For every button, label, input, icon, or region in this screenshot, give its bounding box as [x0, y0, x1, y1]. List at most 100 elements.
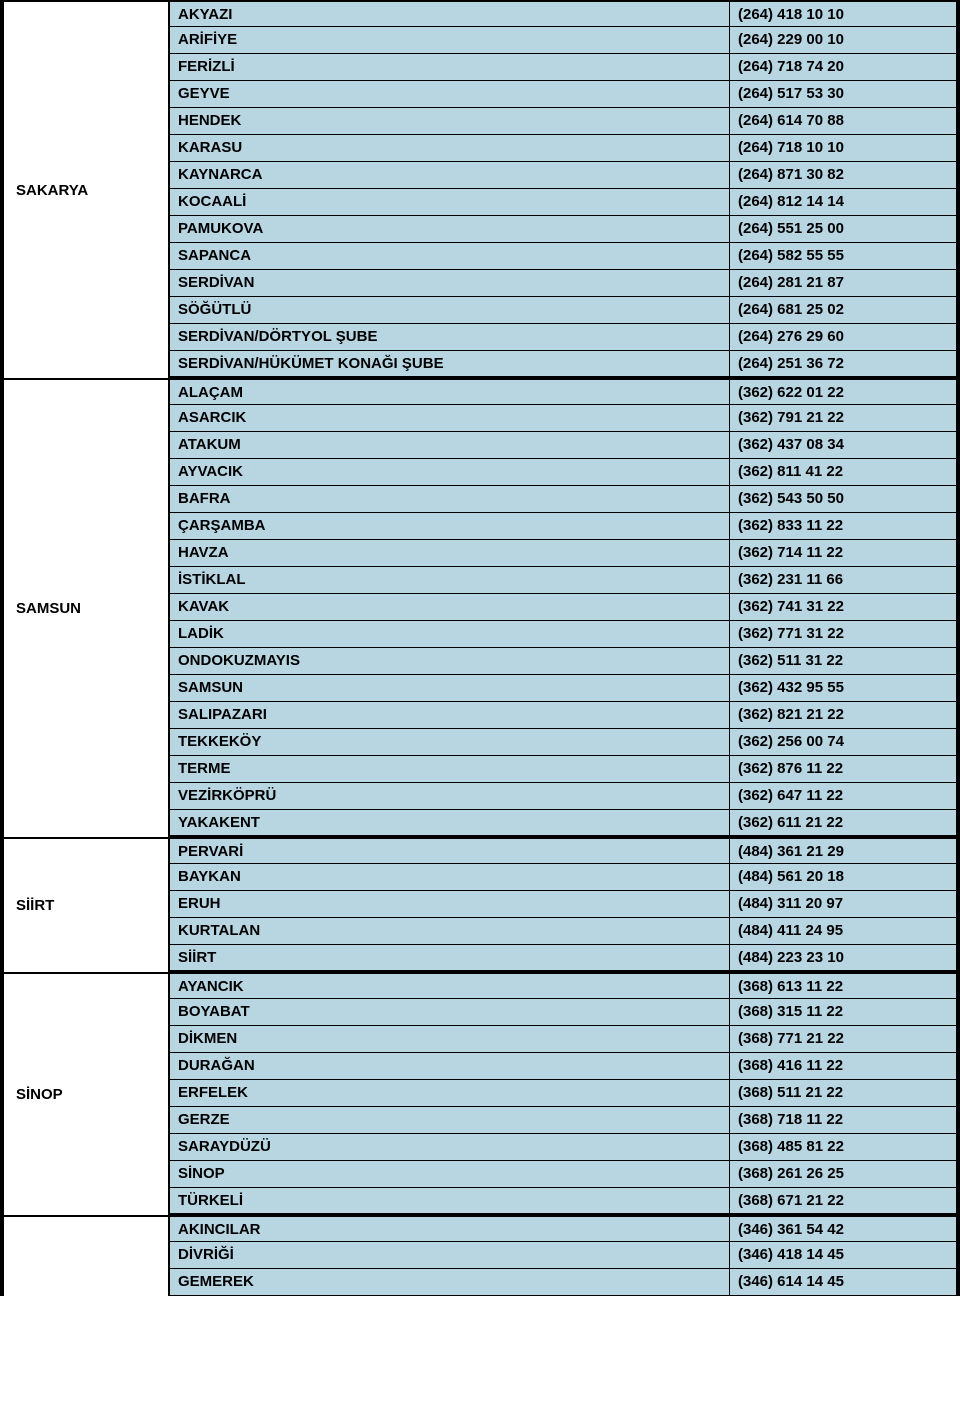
district-rows: ALAÇAM(362) 622 01 22ASARCIK(362) 791 21… — [170, 378, 960, 837]
phone-number: (484) 561 20 18 — [730, 864, 960, 891]
phone-number: (362) 432 95 55 — [730, 675, 960, 702]
district-name: TÜRKELİ — [170, 1188, 730, 1215]
province-group: SAKARYAAKYAZI(264) 418 10 10ARİFİYE(264)… — [0, 0, 960, 378]
district-name: ERUH — [170, 891, 730, 918]
district-name: YAKAKENT — [170, 810, 730, 837]
district-name: ERFELEK — [170, 1080, 730, 1107]
table-row: SERDİVAN/DÖRTYOL ŞUBE(264) 276 29 60 — [170, 324, 960, 351]
province-phone-table: SAKARYAAKYAZI(264) 418 10 10ARİFİYE(264)… — [0, 0, 960, 1296]
phone-number: (368) 613 11 22 — [730, 972, 960, 999]
phone-number: (264) 812 14 14 — [730, 189, 960, 216]
phone-number: (484) 311 20 97 — [730, 891, 960, 918]
province-group: SİİRTPERVARİ(484) 361 21 29BAYKAN(484) 5… — [0, 837, 960, 972]
phone-number: (264) 229 00 10 — [730, 27, 960, 54]
table-row: ERFELEK(368) 511 21 22 — [170, 1080, 960, 1107]
phone-number: (362) 511 31 22 — [730, 648, 960, 675]
phone-number: (368) 485 81 22 — [730, 1134, 960, 1161]
table-row: DURAĞAN(368) 416 11 22 — [170, 1053, 960, 1080]
table-row: FERİZLİ(264) 718 74 20 — [170, 54, 960, 81]
table-row: PAMUKOVA(264) 551 25 00 — [170, 216, 960, 243]
district-name: HENDEK — [170, 108, 730, 135]
district-name: SAMSUN — [170, 675, 730, 702]
table-row: SİNOP(368) 261 26 25 — [170, 1161, 960, 1188]
province-name: SAMSUN — [0, 378, 170, 837]
district-name: BAYKAN — [170, 864, 730, 891]
table-row: GEYVE(264) 517 53 30 — [170, 81, 960, 108]
table-row: YAKAKENT(362) 611 21 22 — [170, 810, 960, 837]
district-rows: AKINCILAR(346) 361 54 42DİVRİĞİ(346) 418… — [170, 1215, 960, 1296]
district-name: KAVAK — [170, 594, 730, 621]
table-row: HENDEK(264) 614 70 88 — [170, 108, 960, 135]
table-row: ERUH(484) 311 20 97 — [170, 891, 960, 918]
phone-number: (362) 611 21 22 — [730, 810, 960, 837]
phone-number: (346) 418 14 45 — [730, 1242, 960, 1269]
phone-number: (362) 876 11 22 — [730, 756, 960, 783]
table-row: SİİRT(484) 223 23 10 — [170, 945, 960, 972]
district-name: DURAĞAN — [170, 1053, 730, 1080]
table-row: SERDİVAN(264) 281 21 87 — [170, 270, 960, 297]
district-name: SERDİVAN — [170, 270, 730, 297]
district-name: FERİZLİ — [170, 54, 730, 81]
phone-number: (368) 771 21 22 — [730, 1026, 960, 1053]
phone-number: (264) 718 10 10 — [730, 135, 960, 162]
table-row: TEKKEKÖY(362) 256 00 74 — [170, 729, 960, 756]
phone-number: (264) 582 55 55 — [730, 243, 960, 270]
district-name: TEKKEKÖY — [170, 729, 730, 756]
province-name: SİNOP — [0, 972, 170, 1215]
table-row: ONDOKUZMAYIS(362) 511 31 22 — [170, 648, 960, 675]
district-name: KARASU — [170, 135, 730, 162]
district-name: ARİFİYE — [170, 27, 730, 54]
district-name: AKINCILAR — [170, 1215, 730, 1242]
phone-number: (346) 361 54 42 — [730, 1215, 960, 1242]
table-row: GEMEREK(346) 614 14 45 — [170, 1269, 960, 1296]
phone-number: (368) 315 11 22 — [730, 999, 960, 1026]
district-name: HAVZA — [170, 540, 730, 567]
table-row: KARASU(264) 718 10 10 — [170, 135, 960, 162]
district-name: BOYABAT — [170, 999, 730, 1026]
district-name: LADİK — [170, 621, 730, 648]
province-group: SİNOPAYANCIK(368) 613 11 22BOYABAT(368) … — [0, 972, 960, 1215]
district-name: ALAÇAM — [170, 378, 730, 405]
district-rows: AKYAZI(264) 418 10 10ARİFİYE(264) 229 00… — [170, 0, 960, 378]
district-rows: PERVARİ(484) 361 21 29BAYKAN(484) 561 20… — [170, 837, 960, 972]
table-row: KAYNARCA(264) 871 30 82 — [170, 162, 960, 189]
table-row: AKYAZI(264) 418 10 10 — [170, 0, 960, 27]
phone-number: (264) 276 29 60 — [730, 324, 960, 351]
phone-number: (362) 714 11 22 — [730, 540, 960, 567]
district-name: PERVARİ — [170, 837, 730, 864]
province-name: SAKARYA — [0, 0, 170, 378]
phone-number: (264) 614 70 88 — [730, 108, 960, 135]
district-name: GEMEREK — [170, 1269, 730, 1296]
table-row: LADİK(362) 771 31 22 — [170, 621, 960, 648]
district-name: ASARCIK — [170, 405, 730, 432]
district-rows: AYANCIK(368) 613 11 22BOYABAT(368) 315 1… — [170, 972, 960, 1215]
province-name: SİİRT — [0, 837, 170, 972]
phone-number: (362) 256 00 74 — [730, 729, 960, 756]
table-row: DİVRİĞİ(346) 418 14 45 — [170, 1242, 960, 1269]
phone-number: (264) 251 36 72 — [730, 351, 960, 378]
table-row: BAFRA(362) 543 50 50 — [170, 486, 960, 513]
phone-number: (368) 511 21 22 — [730, 1080, 960, 1107]
phone-number: (362) 811 41 22 — [730, 459, 960, 486]
table-row: SERDİVAN/HÜKÜMET KONAĞI ŞUBE(264) 251 36… — [170, 351, 960, 378]
district-name: PAMUKOVA — [170, 216, 730, 243]
district-name: AYVACIK — [170, 459, 730, 486]
phone-number: (362) 741 31 22 — [730, 594, 960, 621]
table-row: SAMSUN(362) 432 95 55 — [170, 675, 960, 702]
district-name: TERME — [170, 756, 730, 783]
district-name: SARAYDÜZÜ — [170, 1134, 730, 1161]
table-row: KAVAK(362) 741 31 22 — [170, 594, 960, 621]
district-name: İSTİKLAL — [170, 567, 730, 594]
district-name: SALIPAZARI — [170, 702, 730, 729]
table-row: AKINCILAR(346) 361 54 42 — [170, 1215, 960, 1242]
table-row: GERZE(368) 718 11 22 — [170, 1107, 960, 1134]
table-row: VEZİRKÖPRÜ(362) 647 11 22 — [170, 783, 960, 810]
table-row: SAPANCA(264) 582 55 55 — [170, 243, 960, 270]
district-name: SÖĞÜTLÜ — [170, 297, 730, 324]
phone-number: (362) 231 11 66 — [730, 567, 960, 594]
district-name: SAPANCA — [170, 243, 730, 270]
phone-number: (264) 718 74 20 — [730, 54, 960, 81]
province-group: AKINCILAR(346) 361 54 42DİVRİĞİ(346) 418… — [0, 1215, 960, 1296]
table-row: DİKMEN(368) 771 21 22 — [170, 1026, 960, 1053]
table-row: ASARCIK(362) 791 21 22 — [170, 405, 960, 432]
